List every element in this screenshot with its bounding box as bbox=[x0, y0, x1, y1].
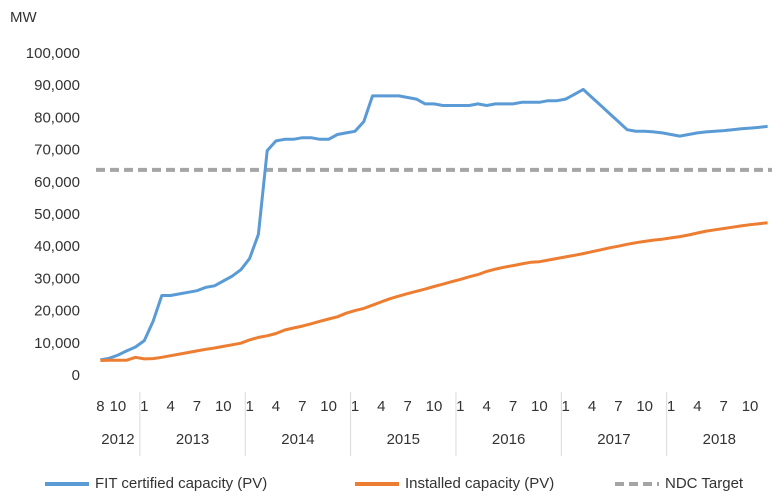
y-tick-label: 50,000 bbox=[34, 206, 80, 223]
x-tick-label: 10 bbox=[742, 398, 759, 415]
x-tick-label: 7 bbox=[403, 398, 411, 415]
x-tick-label: 1 bbox=[351, 398, 359, 415]
series-line bbox=[100, 221, 768, 362]
x-tick-label: 10 bbox=[215, 398, 232, 415]
x-tick-label: 1 bbox=[245, 398, 253, 415]
y-tick-label: 80,000 bbox=[34, 109, 80, 126]
x-tick-label: 1 bbox=[667, 398, 675, 415]
x-tick-label: 8 bbox=[96, 398, 104, 415]
x-tick-label: 1 bbox=[562, 398, 570, 415]
legend-label: FIT certified capacity (PV) bbox=[95, 475, 267, 492]
x-tick-label: 10 bbox=[636, 398, 653, 415]
x-tick-label: 7 bbox=[298, 398, 306, 415]
legend-label: NDC Target bbox=[665, 475, 744, 492]
x-tick-label: 4 bbox=[693, 398, 701, 415]
x-tick-label: 4 bbox=[272, 398, 280, 415]
x-tick-label: 10 bbox=[320, 398, 337, 415]
x-tick-label: 4 bbox=[166, 398, 174, 415]
y-tick-label: 40,000 bbox=[34, 238, 80, 255]
y-tick-label: 20,000 bbox=[34, 303, 80, 320]
year-label: 2014 bbox=[281, 431, 314, 448]
y-tick-label: 90,000 bbox=[34, 77, 80, 94]
y-axis-label: MW bbox=[10, 9, 37, 26]
year-label: 2012 bbox=[101, 431, 134, 448]
series-line bbox=[100, 87, 768, 362]
x-tick-label: 4 bbox=[377, 398, 385, 415]
y-tick-label: 70,000 bbox=[34, 142, 80, 159]
x-tick-label: 1 bbox=[140, 398, 148, 415]
x-tick-label: 7 bbox=[720, 398, 728, 415]
x-tick-label: 4 bbox=[588, 398, 596, 415]
year-label: 2016 bbox=[492, 431, 525, 448]
x-tick-label: 7 bbox=[614, 398, 622, 415]
y-tick-label: 0 bbox=[72, 367, 80, 384]
x-tick-label: 7 bbox=[509, 398, 517, 415]
legend-label: Installed capacity (PV) bbox=[405, 475, 554, 492]
year-label: 2013 bbox=[176, 431, 209, 448]
x-tick-label: 1 bbox=[456, 398, 464, 415]
x-tick-label: 4 bbox=[483, 398, 491, 415]
y-tick-label: 100,000 bbox=[26, 45, 80, 62]
x-tick-label: 10 bbox=[110, 398, 127, 415]
x-tick-label: 7 bbox=[193, 398, 201, 415]
x-tick-label: 10 bbox=[426, 398, 443, 415]
year-label: 2015 bbox=[387, 431, 420, 448]
y-tick-label: 10,000 bbox=[34, 335, 80, 352]
y-tick-label: 30,000 bbox=[34, 270, 80, 287]
year-label: 2018 bbox=[703, 431, 736, 448]
x-tick-label: 10 bbox=[531, 398, 548, 415]
y-tick-label: 60,000 bbox=[34, 174, 80, 191]
year-label: 2017 bbox=[597, 431, 630, 448]
